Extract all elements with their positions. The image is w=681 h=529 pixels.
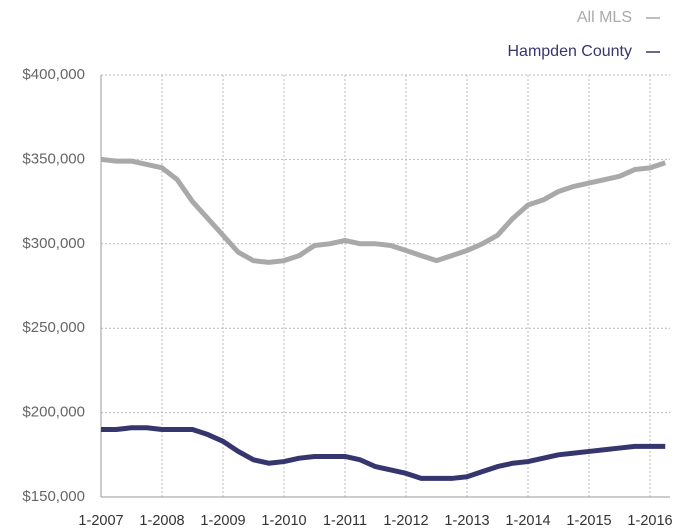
- y-tick-label: $200,000: [22, 404, 85, 421]
- y-tick-label: $400,000: [22, 66, 85, 83]
- x-tick-label: 1-2014: [505, 513, 550, 529]
- series-line: [100, 156, 667, 265]
- legend-label: Hampden County: [507, 43, 632, 60]
- series-line: [101, 425, 666, 481]
- x-tick-label: 1-2012: [383, 513, 428, 529]
- x-tick-label: 1-2011: [323, 513, 367, 529]
- x-tick-label: 1-2013: [444, 513, 489, 529]
- x-tick-label: 1-2009: [200, 513, 245, 529]
- x-tick-label: 1-2010: [261, 513, 306, 529]
- x-tick-label: 1-2008: [139, 513, 184, 529]
- y-tick-label: $300,000: [22, 235, 85, 252]
- y-tick-label: $350,000: [22, 150, 85, 167]
- legend-label: All MLS: [577, 9, 632, 26]
- y-tick-label: $250,000: [22, 319, 85, 336]
- x-tick-label: 1-2016: [627, 513, 672, 529]
- y-tick-label: $150,000: [22, 488, 85, 505]
- x-tick-label: 1-2015: [566, 513, 611, 529]
- x-tick-label: 1-2007: [78, 513, 123, 529]
